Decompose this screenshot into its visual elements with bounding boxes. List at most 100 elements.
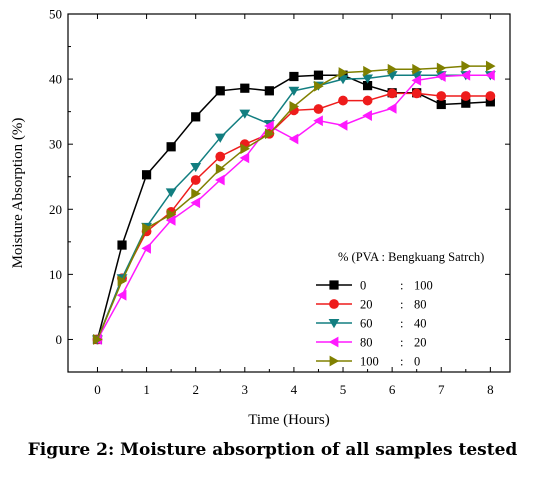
data-point [387,88,398,99]
legend-label: : [400,355,403,369]
series-3 [92,69,495,345]
data-point [239,109,251,119]
data-point [313,104,324,114]
x-tick-label: 2 [192,382,199,397]
legend-marker [329,299,339,309]
data-point [411,88,422,99]
data-point [264,120,274,132]
series-1 [92,88,496,345]
data-point [436,99,446,110]
data-point [141,170,152,180]
y-tick-label: 10 [49,267,62,282]
legend-label: : [400,336,403,350]
data-point [289,101,300,112]
x-axis-title: Time (Hours) [248,412,330,428]
data-point [264,128,275,140]
data-point [117,275,128,287]
data-point [215,163,226,175]
legend: % (PVA : Bengkuang Satrch)0:10020:8060:4… [316,250,484,369]
legend-label: : [400,279,403,293]
x-tick-label: 4 [291,382,298,397]
data-point [436,91,447,101]
data-point [191,188,201,200]
data-point [362,110,372,121]
data-point [165,214,176,226]
x-tick-label: 6 [389,382,396,397]
data-point [313,115,323,127]
legend-label: 100 [414,279,433,293]
legend-label: : [400,317,403,331]
data-point [215,151,226,162]
y-tick-label: 0 [56,332,63,347]
data-point [288,86,300,97]
data-point [362,74,373,84]
y-tick-label: 30 [49,137,62,152]
legend-label: 80 [360,336,373,350]
data-point [165,188,177,198]
data-point [485,69,495,81]
series-4 [93,60,496,345]
data-point [313,70,324,80]
data-point [239,152,250,164]
legend-label: 60 [360,317,373,331]
data-point [142,222,152,234]
data-point [485,91,496,101]
x-tick-label: 0 [94,382,101,397]
legend-label: 80 [414,298,427,312]
legend-label: 20 [360,298,373,312]
data-point [460,69,471,81]
data-point [141,242,151,254]
legend-item: 20:80 [316,298,427,312]
legend-label: 0 [414,355,420,369]
data-point [93,334,103,345]
data-point [190,197,201,209]
data-point [190,162,202,173]
legend-label: 20 [414,336,427,350]
data-point [485,97,495,107]
data-point [363,65,373,77]
data-point [116,289,127,301]
legend-label: 100 [360,355,379,369]
data-point [215,86,225,96]
x-tick-label: 7 [438,382,445,397]
legend-marker [329,280,339,290]
legend-item: 80:20 [316,336,427,350]
data-point [362,95,373,106]
legend-item: 100:0 [316,355,420,369]
y-axis-title: Moisture Absorption (%) [10,118,26,269]
data-point [460,91,471,101]
x-tick-label: 3 [242,382,249,397]
legend-marker [328,336,339,348]
data-point [215,174,225,186]
data-point [386,102,397,114]
data-point [338,95,348,106]
y-tick-label: 20 [49,202,62,217]
x-tick-label: 1 [143,382,150,397]
data-point [436,71,446,82]
data-point [166,209,177,220]
data-point [337,75,349,85]
data-point [461,98,471,108]
data-point [387,63,398,75]
data-point [117,240,127,250]
legend-label: 40 [414,317,427,331]
x-tick-label: 8 [487,382,494,397]
legend-marker [328,319,340,329]
plot-frame [67,13,511,373]
series-line [96,92,491,340]
data-point [288,133,299,145]
data-point [166,142,176,152]
data-point [191,112,201,122]
y-tick-label: 40 [49,72,62,87]
legend-label: 0 [360,279,366,293]
legend-title: % (PVA : Bengkuang Satrch) [338,250,484,264]
data-point [461,60,471,72]
data-point [190,175,201,185]
data-point [240,83,250,93]
data-point [485,60,496,72]
y-tick-label: 50 [49,7,62,22]
legend-marker [329,355,340,367]
data-point [411,74,422,86]
data-point [264,86,274,96]
